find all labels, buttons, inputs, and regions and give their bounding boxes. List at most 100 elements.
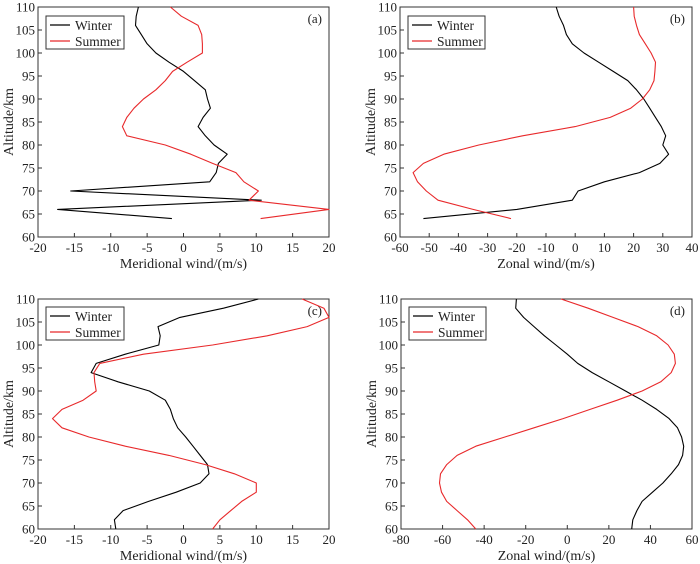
x-tick-label: 20 <box>323 240 336 255</box>
x-tick-label: -60 <box>391 240 408 255</box>
y-tick-label: 105 <box>16 315 36 330</box>
x-tick-label: 0 <box>572 240 579 255</box>
x-tick-label: 10 <box>250 532 263 547</box>
x-tick-label: -5 <box>142 240 153 255</box>
x-tick-label: 0 <box>180 532 187 547</box>
x-tick-label: 40 <box>644 532 657 547</box>
series-line-summer <box>121 6 330 220</box>
legend-label-winter: Winter <box>75 18 112 33</box>
legend-box <box>408 306 487 341</box>
x-tick-label: 5 <box>217 532 224 547</box>
x-tick-label: -10 <box>537 240 554 255</box>
series-line-summer <box>438 298 676 530</box>
y-tick-label: 100 <box>16 46 36 61</box>
x-tick-label: -15 <box>66 240 83 255</box>
y-tick-label: 80 <box>384 138 397 153</box>
y-tick-label: 110 <box>379 292 398 307</box>
y-tick-label: 70 <box>385 476 398 491</box>
x-tick-label: -60 <box>434 532 451 547</box>
y-tick-label: 75 <box>22 453 35 468</box>
legend-box <box>407 15 486 50</box>
series-line-winter <box>90 298 259 530</box>
y-tick-label: 100 <box>378 46 398 61</box>
y-tick-label: 110 <box>378 0 397 15</box>
x-tick-label: 60 <box>686 532 699 547</box>
y-tick-label: 85 <box>22 407 35 422</box>
legend-label-winter: Winter <box>438 309 475 324</box>
y-axis-label: Altitude/km <box>2 380 17 448</box>
y-tick-label: 90 <box>385 384 398 399</box>
series-line-winter <box>57 6 262 220</box>
legend-box <box>45 306 125 341</box>
y-tick-label: 95 <box>22 361 35 376</box>
x-tick-label: 20 <box>323 532 336 547</box>
y-tick-label: 60 <box>385 522 398 537</box>
x-tick-label: 0 <box>564 532 571 547</box>
x-tick-label: -30 <box>479 240 496 255</box>
x-tick-label: -5 <box>142 532 153 547</box>
y-tick-label: 85 <box>384 115 397 130</box>
series-line-summer <box>412 6 657 220</box>
series-line-winter <box>515 298 685 530</box>
panel-c: -20 -15 -10 -5 0 5 10 15 20 60 65 70 75 80 85 90 95 100 10… <box>2 292 336 564</box>
y-tick-label: 90 <box>384 92 397 107</box>
x-tick-label: -40 <box>475 532 492 547</box>
y-tick-label: 65 <box>384 207 397 222</box>
y-tick-label: 85 <box>385 407 398 422</box>
x-axis-label: Zonal wind/(m/s) <box>497 257 595 272</box>
x-tick-label: 20 <box>627 240 640 255</box>
panel-label: (c) <box>308 303 322 318</box>
y-tick-label: 95 <box>22 69 35 84</box>
legend-label-summer: Summer <box>75 34 121 49</box>
legend-label-summer: Summer <box>75 325 121 340</box>
series-line-winter <box>423 6 670 220</box>
panel-label: (a) <box>308 11 322 26</box>
y-tick-label: 90 <box>22 384 35 399</box>
panel-d: -80 -60 -40 -20 0 20 40 60 60 65 70 75 80 85 90 95 100 10… <box>365 292 699 564</box>
legend-box <box>45 15 125 50</box>
y-tick-label: 65 <box>22 207 35 222</box>
legend-label-summer: Summer <box>438 325 484 340</box>
x-tick-label: 40 <box>686 240 699 255</box>
legend-label-winter: Winter <box>437 18 474 33</box>
x-axis-label: Meridional wind/(m/s) <box>120 257 247 272</box>
y-tick-label: 80 <box>22 138 35 153</box>
y-tick-label: 70 <box>22 184 35 199</box>
x-tick-label: -20 <box>508 240 525 255</box>
y-tick-label: 65 <box>22 499 35 514</box>
y-tick-label: 70 <box>22 476 35 491</box>
panel-label: (b) <box>670 11 685 26</box>
y-tick-label: 60 <box>384 230 397 245</box>
y-axis-label: Altitude/km <box>364 88 379 156</box>
x-axis-label: Meridional wind/(m/s) <box>120 549 247 564</box>
y-tick-label: 95 <box>385 361 398 376</box>
y-tick-label: 60 <box>22 522 35 537</box>
y-tick-label: 80 <box>385 430 398 445</box>
y-tick-label: 90 <box>22 92 35 107</box>
x-tick-label: 0 <box>180 240 187 255</box>
x-tick-label: -10 <box>102 240 119 255</box>
panel-a: -20 -15 -10 -5 0 5 10 15 20 60 65 70 75 80 85 90 95 100 10… <box>2 0 336 272</box>
x-tick-label: 20 <box>602 532 615 547</box>
y-axis-label: Altitude/km <box>2 88 17 156</box>
x-tick-label: 10 <box>598 240 611 255</box>
y-tick-label: 65 <box>385 499 398 514</box>
y-tick-label: 110 <box>16 0 35 15</box>
x-tick-label: -20 <box>517 532 534 547</box>
y-tick-label: 105 <box>16 23 36 38</box>
y-tick-label: 105 <box>378 23 398 38</box>
y-axis-label: Altitude/km <box>365 380 380 448</box>
y-tick-label: 110 <box>16 292 35 307</box>
x-tick-label: -40 <box>450 240 467 255</box>
panel-b: -60 -50 -40 -30 -20 -10 0 10 20 30 40 60 65 70 75 80 85 9… <box>364 0 699 272</box>
x-tick-label: -80 <box>392 532 409 547</box>
series-line-summer <box>51 298 330 530</box>
y-tick-label: 75 <box>385 453 398 468</box>
legend-label-winter: Winter <box>75 309 112 324</box>
y-tick-label: 85 <box>22 115 35 130</box>
legend-label-summer: Summer <box>437 34 483 49</box>
y-tick-label: 70 <box>384 184 397 199</box>
